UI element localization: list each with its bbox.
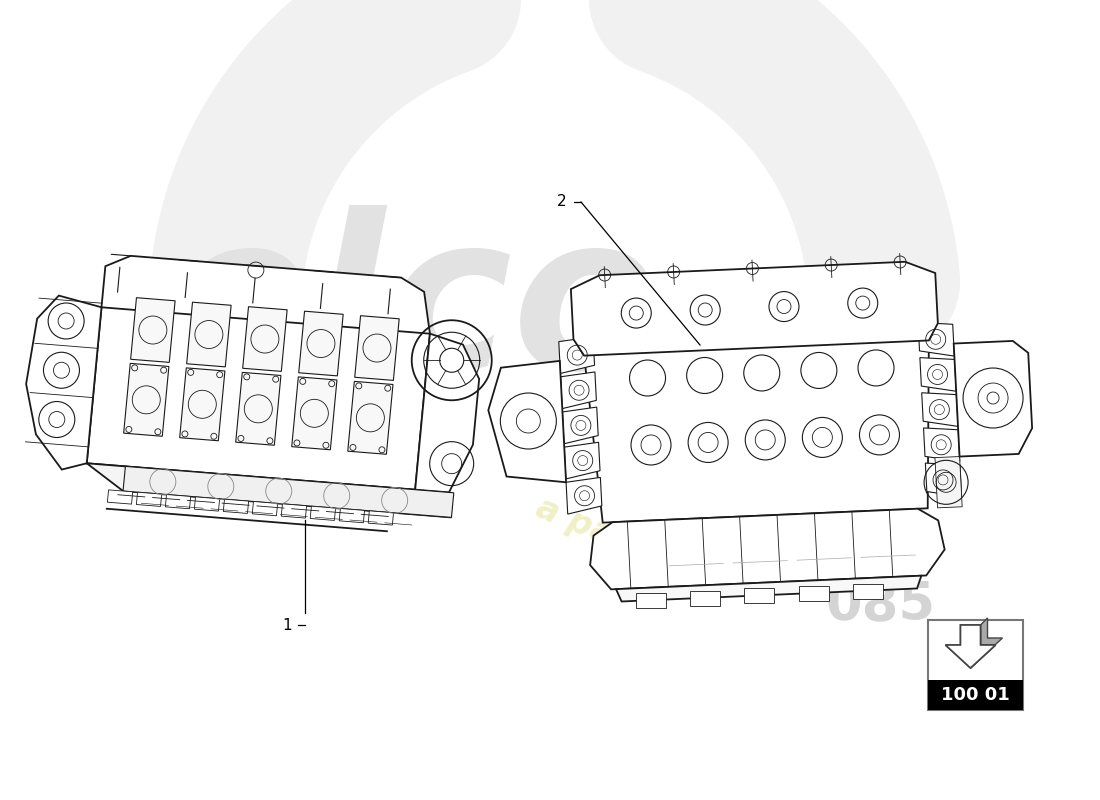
Polygon shape xyxy=(131,298,175,362)
Polygon shape xyxy=(564,442,600,479)
Polygon shape xyxy=(223,499,249,514)
Polygon shape xyxy=(559,337,595,374)
Polygon shape xyxy=(616,576,922,602)
Polygon shape xyxy=(590,509,945,590)
Polygon shape xyxy=(935,457,962,508)
Polygon shape xyxy=(87,463,451,518)
Polygon shape xyxy=(354,316,399,380)
Polygon shape xyxy=(348,382,393,454)
Polygon shape xyxy=(584,325,928,522)
Polygon shape xyxy=(415,334,480,492)
Polygon shape xyxy=(282,504,307,518)
Bar xyxy=(928,680,1023,710)
Polygon shape xyxy=(925,463,961,497)
Text: 085: 085 xyxy=(825,579,935,631)
Polygon shape xyxy=(26,295,101,470)
Polygon shape xyxy=(299,311,343,376)
Polygon shape xyxy=(339,509,364,522)
Polygon shape xyxy=(108,490,133,504)
Polygon shape xyxy=(946,625,996,668)
Polygon shape xyxy=(165,494,190,509)
Polygon shape xyxy=(252,502,277,516)
Bar xyxy=(691,590,720,606)
Polygon shape xyxy=(918,322,955,356)
Polygon shape xyxy=(310,506,336,521)
Bar xyxy=(799,586,828,601)
Polygon shape xyxy=(924,428,960,462)
Polygon shape xyxy=(179,368,224,441)
Polygon shape xyxy=(292,377,337,450)
Polygon shape xyxy=(123,466,454,518)
Polygon shape xyxy=(920,358,956,391)
Bar xyxy=(852,584,883,598)
Polygon shape xyxy=(243,306,287,371)
Bar xyxy=(745,589,774,603)
Polygon shape xyxy=(136,492,162,506)
Text: a passion for: a passion for xyxy=(531,491,769,613)
Polygon shape xyxy=(954,341,1032,457)
Polygon shape xyxy=(562,407,598,444)
Text: 1: 1 xyxy=(283,618,292,633)
Polygon shape xyxy=(87,291,430,490)
Bar xyxy=(928,620,1023,710)
Polygon shape xyxy=(187,302,231,367)
Text: elco: elco xyxy=(165,206,660,414)
Polygon shape xyxy=(195,497,220,511)
Polygon shape xyxy=(561,372,596,409)
Text: 100 01: 100 01 xyxy=(942,686,1010,704)
Polygon shape xyxy=(571,262,938,356)
Polygon shape xyxy=(101,256,430,334)
Polygon shape xyxy=(368,511,394,525)
Polygon shape xyxy=(566,478,602,514)
Polygon shape xyxy=(235,372,280,446)
Polygon shape xyxy=(123,363,169,436)
Polygon shape xyxy=(922,393,958,426)
Polygon shape xyxy=(488,361,566,482)
Bar xyxy=(636,593,667,608)
Polygon shape xyxy=(970,618,1002,668)
Polygon shape xyxy=(946,625,996,668)
Text: 2: 2 xyxy=(557,194,566,210)
